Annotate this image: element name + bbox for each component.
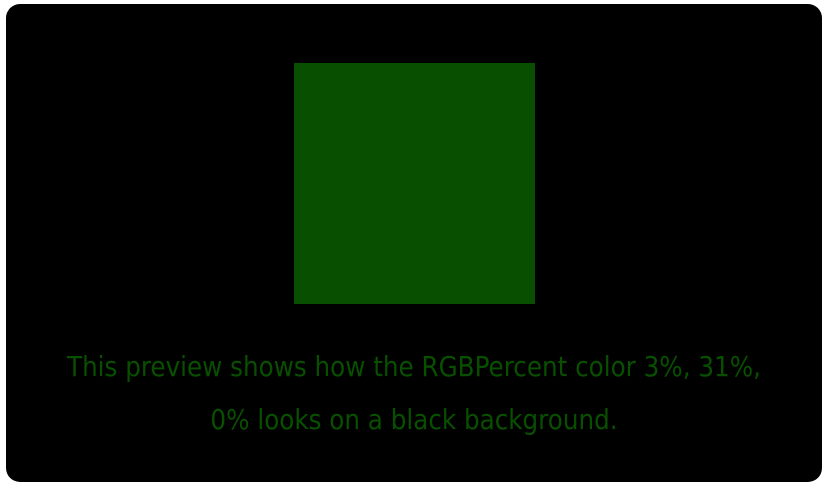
preview-caption: This preview shows how the RGBPercent co… [67,350,761,436]
color-preview-panel: This preview shows how the RGBPercent co… [6,4,822,482]
color-swatch [294,63,535,304]
